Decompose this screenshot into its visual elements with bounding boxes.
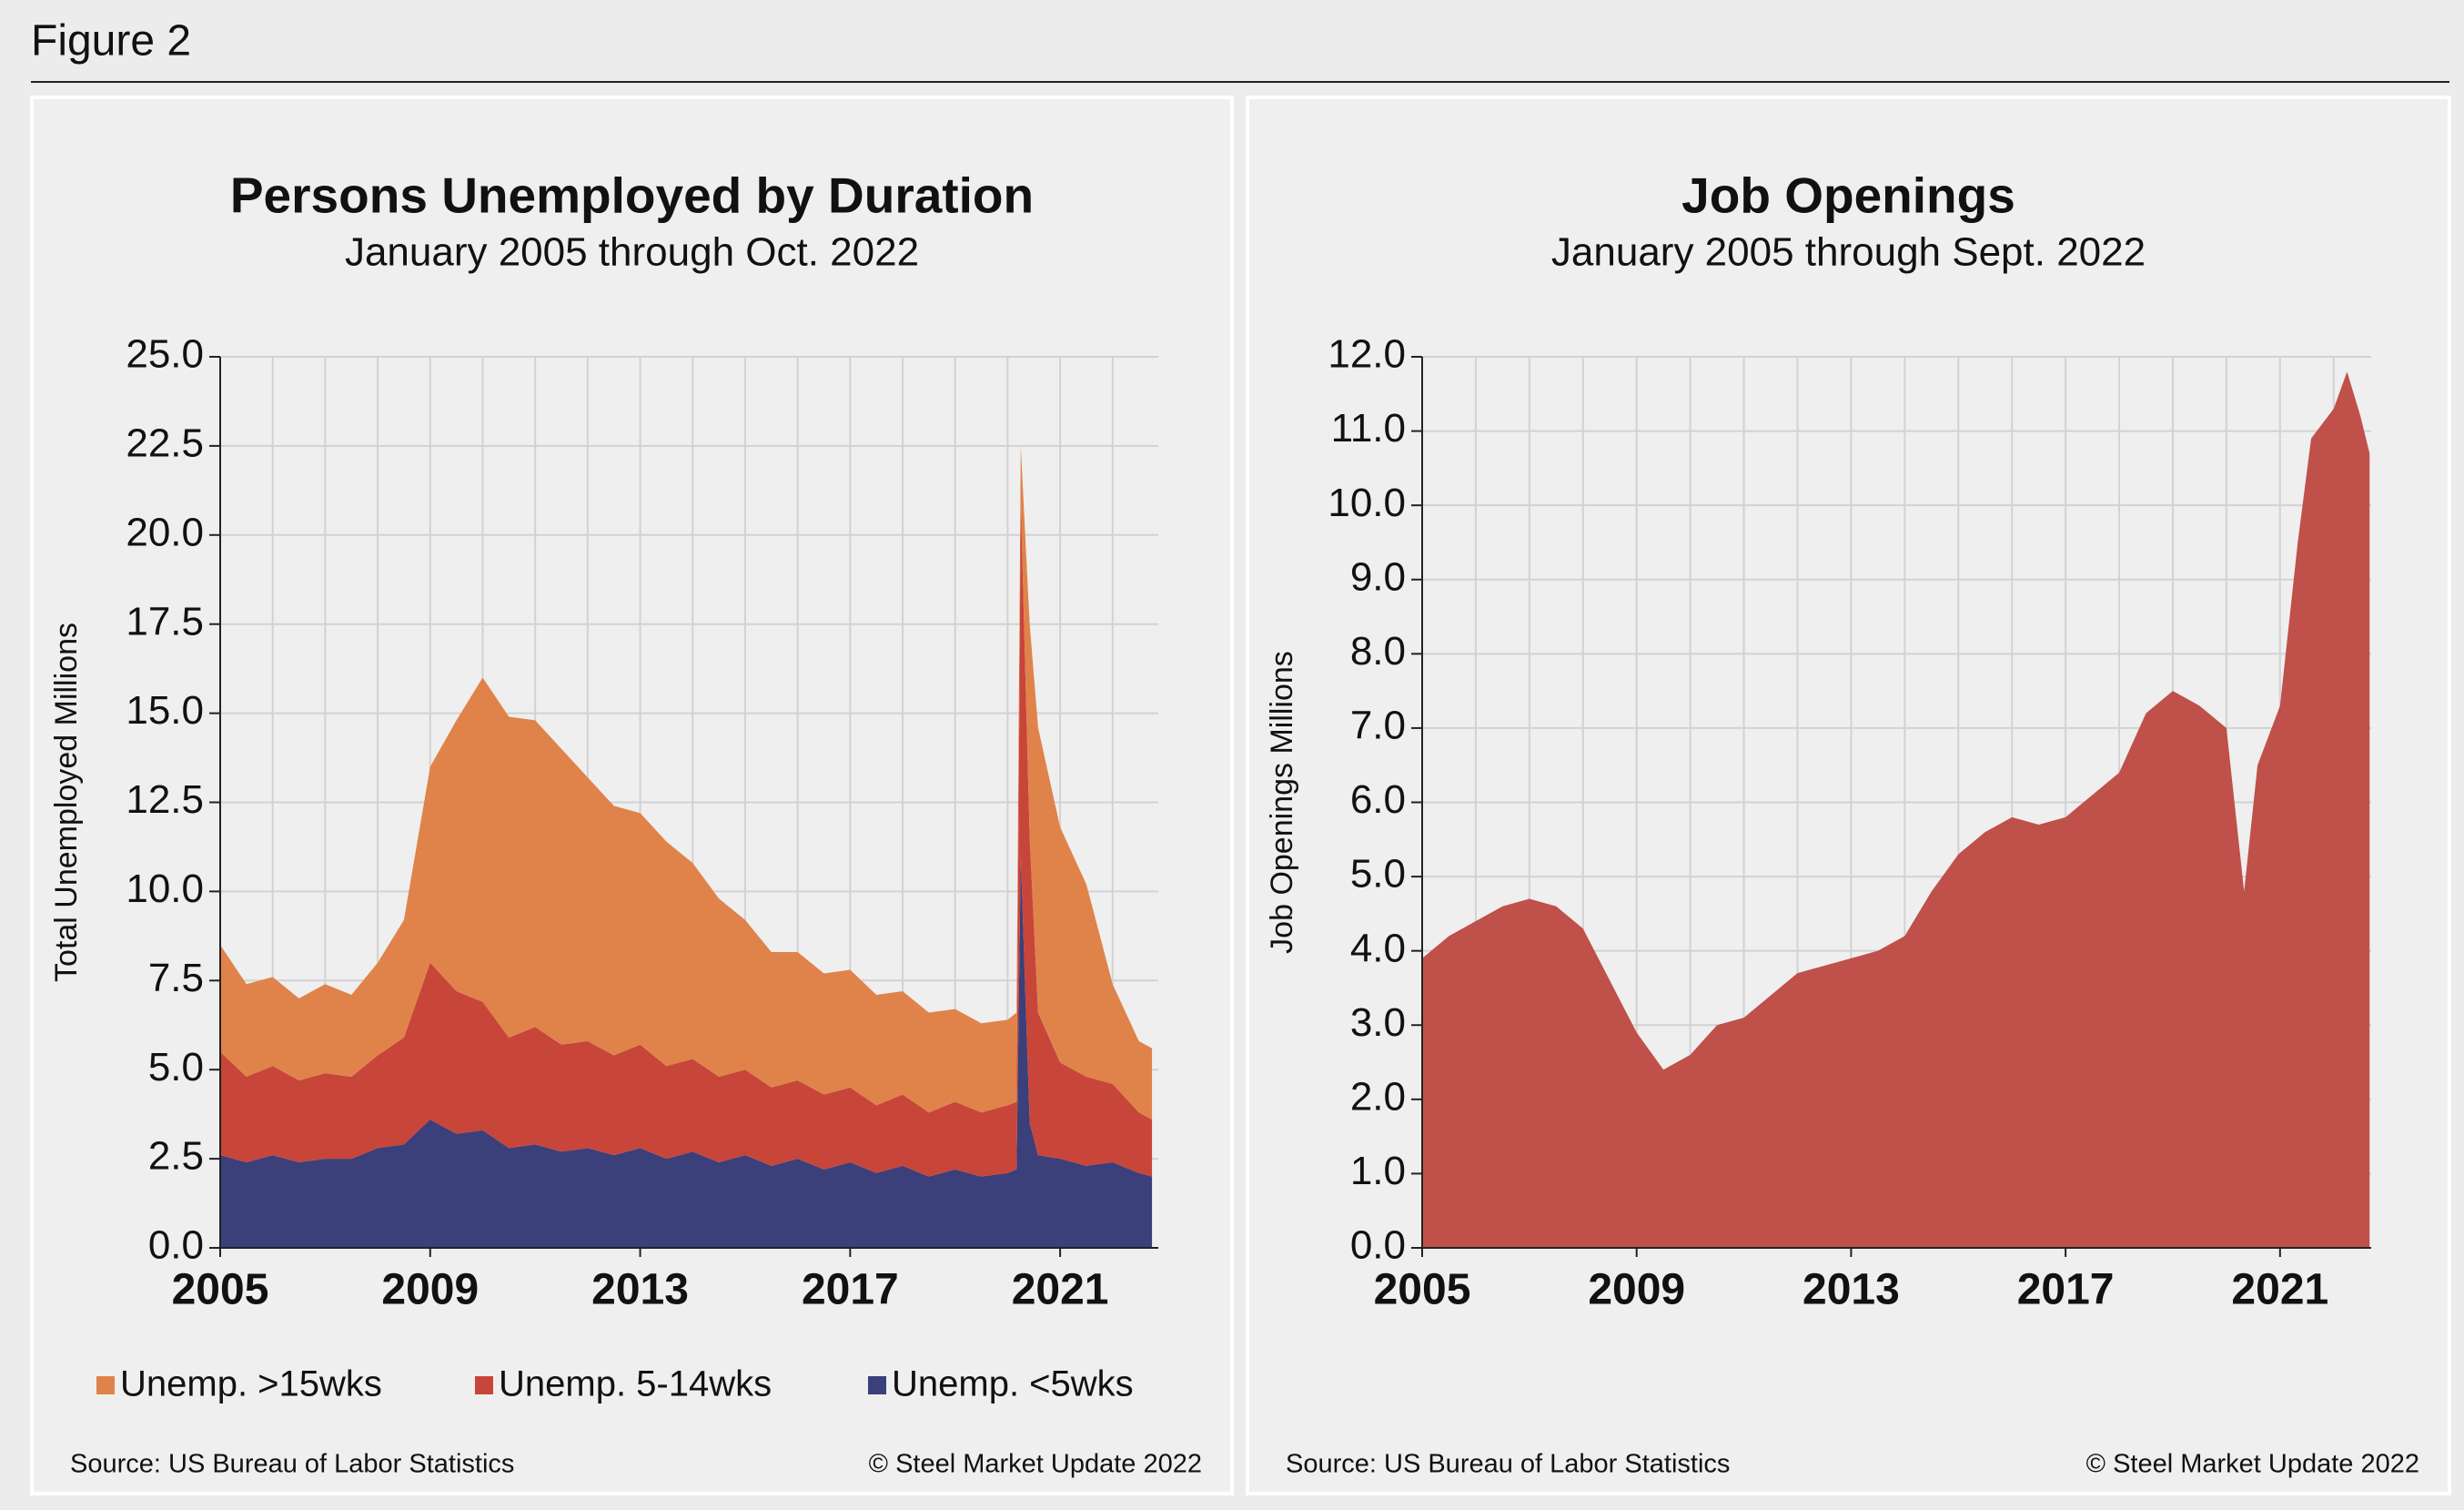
y-tick-label: 15.0 <box>126 688 204 733</box>
y-tick-label: 20.0 <box>126 510 204 554</box>
legend-label: Unemp. <5wks <box>892 1364 1134 1404</box>
x-tick-label: 2005 <box>1374 1266 1471 1314</box>
legend-label: Unemp. 5-14wks <box>499 1364 772 1404</box>
y-tick-label: 6.0 <box>1350 777 1406 822</box>
legend-swatch <box>868 1376 886 1394</box>
chart-title: Job Openings <box>1681 167 2015 224</box>
y-axis-label: Total Unemployed Millions <box>49 623 84 982</box>
area-series <box>220 856 1153 1248</box>
y-tick-label: 22.5 <box>126 421 204 466</box>
copyright-note: © Steel Market Update 2022 <box>2086 1450 2419 1479</box>
y-tick-label: 2.5 <box>148 1134 204 1179</box>
source-note: Source: US Bureau of Labor Statistics <box>1286 1450 1730 1479</box>
source-note: Source: US Bureau of Labor Statistics <box>70 1450 514 1479</box>
legend-swatch <box>475 1376 493 1394</box>
x-tick-label: 2021 <box>1012 1266 1109 1314</box>
y-tick-label: 5.0 <box>1350 852 1406 897</box>
y-tick-label: 25.0 <box>126 332 204 377</box>
y-tick-label: 3.0 <box>1350 1000 1406 1045</box>
chart-subtitle: January 2005 through Oct. 2022 <box>345 230 919 275</box>
chart-title: Persons Unemployed by Duration <box>230 167 1034 224</box>
y-tick-label: 2.0 <box>1350 1074 1406 1119</box>
y-tick-label: 9.0 <box>1350 554 1406 599</box>
area-series <box>220 499 1153 1177</box>
legend-swatch <box>96 1376 115 1394</box>
y-tick-label: 10.0 <box>1328 481 1406 525</box>
y-tick-label: 12.0 <box>1328 332 1406 377</box>
y-tick-label: 17.5 <box>126 599 204 644</box>
y-tick-label: 12.5 <box>126 777 204 822</box>
x-tick-label: 2017 <box>2017 1266 2115 1314</box>
copyright-note: © Steel Market Update 2022 <box>869 1450 1202 1479</box>
area-series <box>220 445 1153 1120</box>
y-tick-label: 4.0 <box>1350 926 1406 970</box>
y-tick-label: 7.0 <box>1350 704 1406 748</box>
y-tick-label: 10.0 <box>126 866 204 911</box>
y-tick-label: 0.0 <box>148 1223 204 1268</box>
x-tick-label: 2017 <box>802 1266 899 1314</box>
chart-subtitle: January 2005 through Sept. 2022 <box>1551 230 2146 275</box>
y-tick-label: 0.0 <box>1350 1223 1406 1268</box>
y-tick-label: 7.5 <box>148 956 204 1000</box>
panel <box>1246 96 2451 1495</box>
x-tick-label: 2021 <box>2231 1266 2328 1314</box>
y-tick-label: 1.0 <box>1350 1149 1406 1193</box>
y-tick-label: 8.0 <box>1350 629 1406 674</box>
x-tick-label: 2005 <box>172 1266 269 1314</box>
x-tick-label: 2009 <box>1588 1266 1685 1314</box>
y-axis-label: Job Openings Millions <box>1265 651 1299 954</box>
x-tick-label: 2013 <box>1803 1266 1900 1314</box>
legend-label: Unemp. >15wks <box>120 1364 382 1404</box>
y-tick-label: 11.0 <box>1331 406 1406 451</box>
x-tick-label: 2013 <box>591 1266 689 1314</box>
figure-label: Figure 2 <box>31 17 191 66</box>
y-tick-label: 5.0 <box>148 1045 204 1089</box>
x-tick-label: 2009 <box>381 1266 479 1314</box>
area <box>1422 371 2370 1249</box>
